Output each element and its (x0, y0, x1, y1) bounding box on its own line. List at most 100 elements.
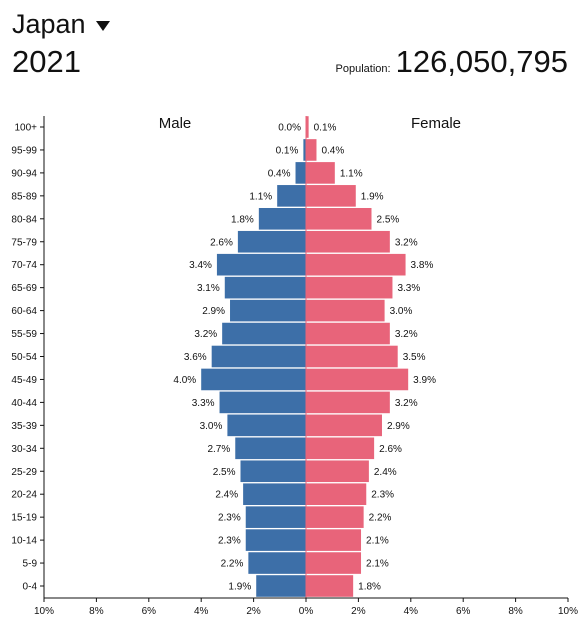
x-tick-label: 8% (89, 606, 104, 617)
y-tick-label: 10-14 (11, 536, 37, 547)
male-bar-30-34 (235, 437, 306, 460)
female-bar-65-69 (306, 276, 393, 299)
female-bar-20-24 (306, 483, 367, 505)
female-value-label: 3.5% (403, 352, 426, 363)
male-bar-70-74 (216, 253, 306, 276)
female-bar-40-44 (306, 391, 390, 414)
x-tick-label: 4% (194, 606, 209, 617)
x-tick-label: 10% (34, 606, 54, 617)
female-value-label: 0.4% (321, 145, 344, 156)
female-bar-45-49 (306, 368, 409, 391)
female-bar-100+ (306, 116, 309, 138)
axes: 100+ 95-99 90-94 85-89 80-84 75-79 70-74 65-69 6… (11, 116, 578, 617)
female-value-label: 3.8% (411, 260, 434, 271)
male-value-label: 1.9% (228, 582, 251, 593)
population-value: 126,050,795 (395, 44, 568, 79)
y-tick-label: 55-59 (11, 329, 37, 340)
female-value-label: 2.3% (371, 490, 394, 501)
female-bar-90-94 (306, 162, 335, 184)
country-name: Japan (12, 9, 86, 39)
male-value-label: 0.0% (278, 123, 301, 134)
male-value-label: 2.3% (218, 536, 241, 547)
male-value-label: 2.3% (218, 513, 241, 524)
y-tick-label: 85-89 (11, 191, 37, 202)
female-bar-5-9 (306, 552, 362, 574)
male-bar-40-44 (219, 391, 306, 414)
female-bar-70-74 (306, 253, 406, 276)
y-tick-label: 5-9 (23, 559, 38, 570)
x-tick-label: 2% (351, 606, 366, 617)
female-value-label: 1.1% (340, 168, 363, 179)
female-value-label: 2.4% (374, 467, 397, 478)
male-bar-5-9 (248, 552, 306, 574)
x-tick-label: 2% (246, 606, 261, 617)
male-bar-90-94 (295, 162, 306, 184)
female-value-label: 3.0% (390, 306, 413, 317)
female-bar-80-84 (306, 208, 372, 230)
female-bar-95-99 (306, 139, 317, 161)
male-series-label: Male (159, 115, 192, 132)
male-bar-80-84 (258, 208, 306, 230)
population: Population: 126,050,795 (336, 44, 568, 80)
male-bar-50-54 (211, 345, 306, 368)
male-bar-65-69 (224, 276, 306, 299)
female-value-label: 2.1% (366, 536, 389, 547)
male-value-label: 3.1% (197, 283, 220, 294)
male-value-label: 1.8% (231, 214, 254, 225)
male-value-label: 2.2% (221, 559, 244, 570)
x-tick-label: 6% (142, 606, 157, 617)
y-tick-label: 30-34 (11, 444, 37, 455)
female-bar-50-54 (306, 345, 398, 368)
male-bar-35-39 (227, 414, 306, 437)
country-selector[interactable]: Japan (12, 8, 110, 40)
x-tick-label: 10% (558, 606, 578, 617)
female-value-label: 3.9% (413, 375, 436, 386)
female-bar-85-89 (306, 185, 356, 207)
male-bar-25-29 (240, 460, 306, 483)
male-bar-85-89 (277, 185, 306, 207)
population-label: Population: (335, 63, 391, 75)
female-bar-35-39 (306, 414, 382, 437)
female-bar-0-4 (306, 575, 354, 597)
male-value-label: 3.2% (194, 329, 217, 340)
year-label: 2021 (12, 44, 81, 79)
female-value-label: 2.2% (369, 513, 392, 524)
female-value-label: 0.1% (314, 123, 337, 134)
male-value-label: 3.6% (184, 352, 207, 363)
male-value-label: 2.7% (207, 444, 230, 455)
female-bar-25-29 (306, 460, 369, 483)
y-tick-label: 25-29 (11, 467, 37, 478)
male-bars (201, 139, 306, 597)
female-value-label: 3.2% (395, 329, 418, 340)
male-value-label: 1.1% (249, 191, 272, 202)
female-bar-15-19 (306, 506, 364, 528)
male-value-label: 2.6% (210, 237, 233, 248)
male-bar-20-24 (243, 483, 306, 505)
x-tick-label: 0% (299, 606, 314, 617)
y-tick-label: 35-39 (11, 421, 37, 432)
female-value-label: 2.1% (366, 559, 389, 570)
female-value-label: 1.8% (358, 582, 381, 593)
y-tick-label: 100+ (14, 123, 37, 134)
caret-down-icon[interactable] (95, 21, 110, 31)
male-value-label: 0.4% (268, 168, 291, 179)
value-labels: 0.0% 0.1% 0.1% 0.4% 0.4% 1.1% 1.1% 1.9% 1.8% 2.5%… (173, 123, 436, 593)
male-value-label: 4.0% (173, 375, 196, 386)
female-value-label: 2.6% (379, 444, 402, 455)
female-value-label: 2.9% (387, 421, 410, 432)
y-tick-label: 40-44 (11, 398, 37, 409)
y-tick-label: 50-54 (11, 352, 37, 363)
male-bar-95-99 (303, 139, 306, 161)
female-bar-30-34 (306, 437, 375, 460)
male-bar-10-14 (245, 529, 306, 551)
y-tick-label: 65-69 (11, 283, 37, 294)
female-value-label: 3.3% (397, 283, 420, 294)
y-tick-label: 95-99 (11, 145, 37, 156)
x-tick-label: 8% (508, 606, 523, 617)
y-tick-label: 75-79 (11, 237, 37, 248)
male-bar-15-19 (245, 506, 306, 528)
female-value-label: 1.9% (361, 191, 384, 202)
y-tick-label: 45-49 (11, 375, 37, 386)
x-tick-label: 4% (404, 606, 419, 617)
